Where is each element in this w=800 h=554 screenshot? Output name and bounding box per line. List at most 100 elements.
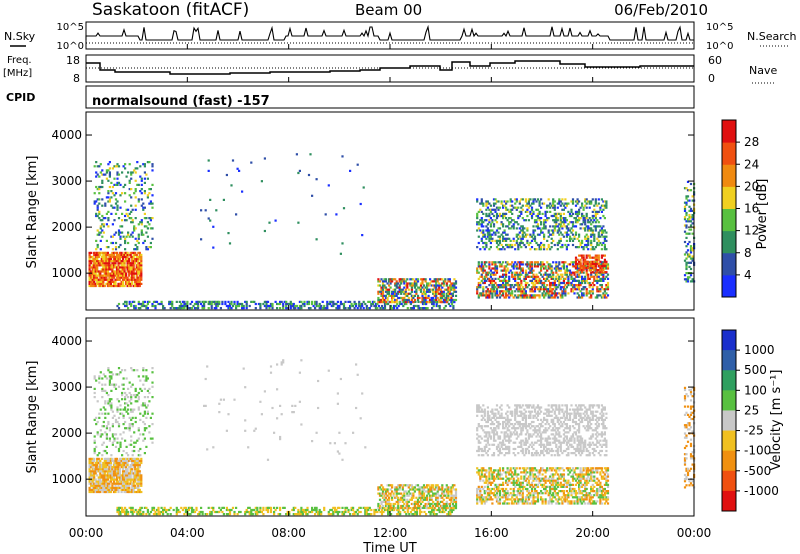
data-cell	[508, 296, 511, 299]
data-cell	[594, 225, 597, 228]
data-cell	[515, 296, 518, 299]
data-cell	[350, 304, 353, 308]
data-cell	[533, 288, 537, 291]
data-cell	[190, 307, 194, 310]
data-cell	[553, 227, 556, 230]
data-cell	[230, 184, 233, 187]
data-cell	[540, 288, 543, 291]
data-cell	[149, 241, 152, 245]
data-cell	[526, 229, 529, 232]
data-cell	[123, 253, 126, 256]
data-cell	[514, 294, 517, 297]
data-cell	[263, 300, 266, 303]
data-cell	[549, 265, 552, 268]
data-cell	[207, 506, 210, 509]
data-cell	[606, 294, 610, 297]
data-cell	[138, 268, 141, 271]
data-cell	[514, 265, 517, 268]
data-cell	[419, 284, 423, 287]
data-cell	[600, 229, 603, 232]
data-cell	[391, 486, 394, 489]
data-cell	[590, 248, 593, 251]
data-cell	[93, 476, 96, 479]
data-cell	[119, 441, 122, 444]
data-cell	[99, 461, 102, 465]
data-cell	[137, 457, 140, 460]
data-cell	[518, 231, 521, 234]
data-cell	[137, 200, 140, 203]
data-cell	[582, 258, 585, 261]
data-cell	[318, 304, 321, 308]
data-cell	[691, 232, 694, 235]
data-cell	[394, 288, 397, 291]
data-cell	[381, 500, 385, 503]
data-cell	[555, 261, 558, 264]
data-cell	[447, 296, 450, 300]
data-cell	[105, 480, 108, 483]
data-cell	[449, 304, 452, 308]
data-cell	[163, 506, 166, 509]
data-cell	[523, 294, 526, 297]
data-cell	[98, 452, 101, 455]
data-cell	[347, 508, 350, 512]
data-cell	[132, 461, 135, 465]
data-cell	[213, 302, 216, 306]
data-cell	[602, 277, 605, 280]
data-cell	[388, 500, 391, 503]
data-cell	[186, 300, 189, 303]
data-cell	[571, 229, 575, 232]
data-cell	[122, 488, 125, 491]
data-cell	[210, 506, 213, 509]
data-cell	[318, 513, 321, 516]
data-cell	[436, 280, 439, 283]
data-cell	[91, 274, 94, 277]
data-cell	[99, 464, 102, 467]
data-cell	[497, 294, 500, 297]
data-cell	[585, 254, 588, 257]
data-cell	[109, 476, 112, 479]
data-cell	[140, 188, 143, 191]
data-cell	[555, 275, 558, 278]
data-cell	[122, 266, 125, 269]
data-cell	[606, 284, 610, 287]
data-cell	[127, 510, 130, 514]
data-cell	[482, 204, 485, 207]
data-cell	[91, 478, 94, 481]
data-cell	[137, 391, 140, 395]
data-cell	[541, 288, 544, 291]
data-cell	[574, 233, 578, 236]
data-cell	[497, 231, 500, 234]
data-cell	[426, 290, 429, 293]
data-cell	[523, 231, 526, 234]
data-cell	[540, 231, 543, 234]
data-cell	[495, 239, 499, 242]
data-cell	[271, 304, 274, 308]
data-cell	[111, 488, 114, 491]
data-cell	[125, 260, 128, 263]
data-cell	[476, 286, 479, 289]
data-cell	[422, 292, 426, 295]
data-cell	[132, 474, 135, 477]
data-cell	[540, 263, 543, 266]
data-cell	[128, 476, 131, 479]
data-cell	[109, 464, 112, 467]
data-cell	[139, 165, 142, 168]
data-cell	[329, 508, 332, 512]
data-cell	[120, 490, 123, 494]
data-cell	[137, 276, 140, 279]
data-cell	[438, 301, 441, 304]
data-cell	[93, 482, 96, 485]
data-cell	[131, 459, 134, 462]
data-cell	[137, 459, 140, 462]
data-cell	[132, 258, 135, 261]
data-cell	[582, 219, 585, 222]
data-cell	[131, 171, 134, 174]
data-cell	[122, 484, 125, 487]
data-cell	[521, 288, 524, 291]
data-cell	[576, 221, 579, 224]
data-cell	[100, 486, 103, 489]
data-cell	[564, 221, 567, 224]
data-cell	[515, 241, 518, 245]
data-cell	[477, 271, 480, 274]
data-cell	[127, 241, 130, 245]
